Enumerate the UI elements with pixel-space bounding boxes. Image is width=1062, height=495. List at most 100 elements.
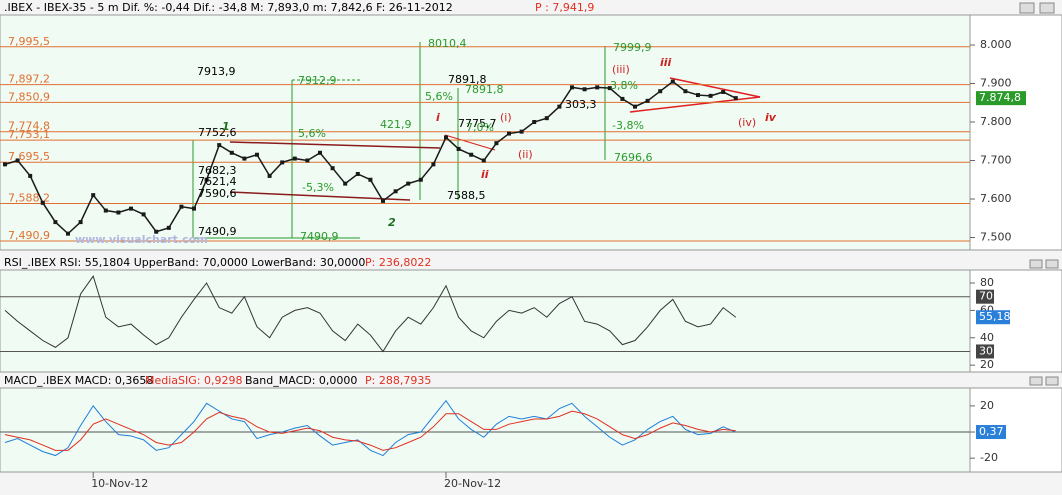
price-panel	[0, 14, 971, 251]
candle	[544, 116, 549, 121]
annotation: 421,9	[380, 118, 412, 131]
candle	[267, 173, 272, 178]
candle	[708, 93, 713, 98]
annotation: 7752,6	[198, 126, 237, 139]
annotation: 3,8%	[610, 79, 638, 92]
y-tick-label: 7.700	[980, 154, 1012, 167]
y-tick-label: 7.500	[980, 230, 1012, 243]
annotation: 7775,7	[458, 117, 497, 130]
y-tick-label: 7.600	[980, 192, 1012, 205]
candle	[418, 177, 423, 182]
candle	[532, 120, 537, 125]
annotation: iv	[765, 111, 777, 124]
level-label: 7,774,8	[8, 120, 50, 133]
candle	[658, 89, 663, 94]
candle	[78, 220, 83, 225]
candle	[721, 89, 726, 94]
candle	[481, 158, 486, 163]
candle	[129, 206, 133, 211]
candle	[557, 104, 562, 109]
annotation: 7999,9	[613, 41, 652, 54]
close-button[interactable]	[1039, 2, 1055, 14]
macd-sig: MediaSIG: 0,9298	[145, 374, 242, 387]
series-line	[4, 410, 736, 451]
candle	[292, 156, 297, 161]
candle	[607, 86, 612, 91]
candle	[91, 193, 96, 198]
candle	[620, 96, 625, 101]
trend-line	[669, 77, 761, 98]
candle	[192, 206, 196, 211]
y-tick-label: 7.900	[980, 77, 1012, 90]
candle	[53, 220, 58, 225]
candle	[305, 158, 310, 163]
candle	[217, 143, 222, 148]
y-tick-label: 20	[980, 399, 994, 412]
y-tick-label: 40	[980, 331, 994, 344]
annotation: 7891,8	[465, 83, 504, 96]
y-tick-label: 80	[980, 276, 994, 289]
annotation: 1	[222, 120, 230, 133]
candle	[570, 85, 574, 90]
candle	[406, 181, 411, 186]
annotation: -3,8%	[612, 119, 644, 132]
annotation: (i)	[500, 111, 512, 124]
value-box	[976, 91, 1026, 106]
value-box	[976, 310, 1010, 325]
annotation: 5,6%	[425, 90, 453, 103]
candle	[469, 152, 474, 157]
drawing-tools	[192, 42, 761, 239]
candle	[204, 177, 209, 182]
level-label: 7,850,9	[8, 90, 50, 103]
candle	[179, 204, 184, 209]
rsi-panel	[0, 269, 971, 373]
candle	[519, 129, 524, 134]
price-axis	[969, 14, 1062, 251]
annotation: 303,3	[565, 98, 597, 111]
candle	[28, 173, 33, 178]
annotation: i	[436, 111, 440, 124]
candle	[393, 189, 398, 194]
annotation: -5,3%	[302, 181, 334, 194]
annotation: 7912,9	[298, 74, 337, 87]
annotation: 7696,6	[614, 151, 653, 164]
candle	[280, 160, 285, 165]
candle	[154, 229, 159, 234]
x-tick-label: 20-Nov-12	[444, 477, 501, 490]
close-button[interactable]	[1045, 259, 1059, 269]
minimize-button[interactable]	[1029, 376, 1043, 386]
annotation: 5,6%	[298, 127, 326, 140]
y-tick-label: 8.000	[980, 38, 1012, 51]
candle	[733, 96, 738, 101]
annotation: 7490,9	[300, 230, 339, 243]
annotation: 7682,3	[198, 164, 237, 177]
candle	[141, 212, 146, 217]
annotation: 7,0%	[466, 121, 494, 134]
value-box-label: 0,37	[979, 425, 1004, 438]
candle	[444, 135, 448, 140]
close-button[interactable]	[1045, 376, 1059, 386]
value-box	[976, 289, 994, 304]
level-label: 7,995,5	[8, 35, 50, 48]
candle	[582, 87, 587, 92]
candle	[670, 79, 675, 84]
value-box-label: 30	[979, 344, 993, 357]
y-tick-label: -20	[980, 451, 998, 464]
annotation: 7913,9	[197, 65, 236, 78]
level-label: 7,897,2	[8, 73, 50, 86]
annotation: (ii)	[518, 148, 533, 161]
candle	[381, 198, 385, 203]
annotation: 8010,4	[428, 37, 467, 50]
candle	[431, 162, 436, 167]
candle	[166, 225, 171, 230]
annotation: (iv)	[738, 116, 756, 129]
trend-line	[229, 191, 411, 201]
price-title-extra: P : 7,941,9	[535, 1, 594, 14]
candle	[255, 152, 259, 157]
macd-panel	[0, 387, 971, 473]
watermark: www.visualchart.com	[75, 233, 208, 246]
minimize-button[interactable]	[1019, 2, 1035, 14]
rsi-title-extra: P: 236,8022	[365, 256, 431, 269]
minimize-button[interactable]	[1029, 259, 1043, 269]
candle	[66, 231, 70, 236]
